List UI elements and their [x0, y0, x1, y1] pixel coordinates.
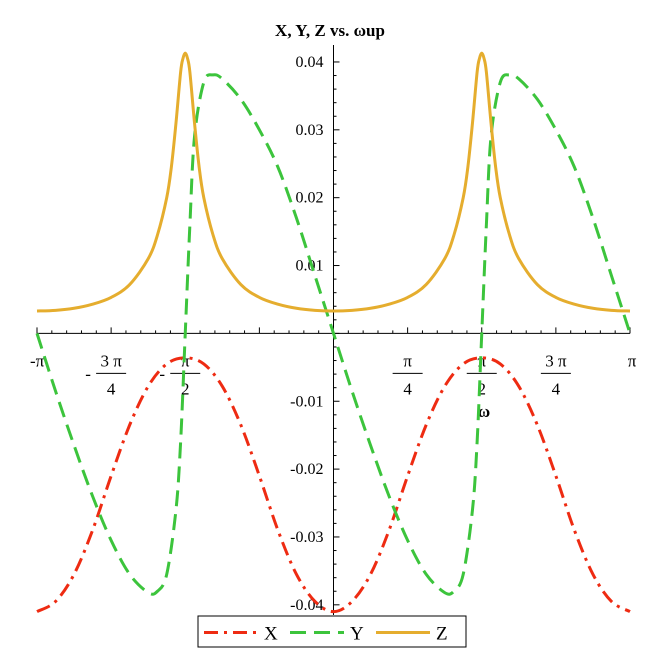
series-z-line — [36, 51, 631, 313]
y-tick-label: 0.03 — [296, 122, 324, 139]
x-tick-sign: - — [85, 364, 91, 383]
legend-label-z: Z — [436, 624, 448, 645]
x-tick-label: 3 π 4- — [85, 351, 127, 398]
x-tick-label: π4 — [392, 351, 423, 398]
series-y-line — [35, 73, 632, 596]
y-tick-label: 0.01 — [296, 258, 324, 275]
series-x-line — [36, 356, 631, 614]
y-tick-label: 0.04 — [296, 54, 324, 71]
legend-label-x: X — [264, 624, 278, 645]
x-tick-denominator: 4 — [403, 379, 412, 398]
x-tick-numerator: 3 π — [545, 351, 567, 370]
chart-title: X, Y, Z vs. ωup — [275, 21, 385, 40]
x-tick-value: π — [628, 351, 637, 370]
x-tick-label: 3 π4 — [540, 351, 571, 398]
legend-label-y: Y — [350, 624, 364, 645]
x-tick-denominator: 4 — [552, 379, 561, 398]
series-layer — [35, 51, 632, 614]
x-axis-label: ω — [478, 402, 490, 421]
x-tick-label: -π — [30, 351, 45, 370]
x-tick-numerator: π — [403, 351, 412, 370]
y-ticks: 0.04 0.03 0.02 0.01 -0.01 -0.02 -0.03 -0.04 — [290, 54, 323, 614]
legend: X Y Z — [197, 615, 467, 648]
x-tick-value: -π — [30, 351, 45, 370]
x-tick-sign: - — [159, 364, 165, 383]
x-tick-numerator: 3 π — [100, 351, 122, 370]
x-tick-denominator: 2 — [181, 379, 190, 398]
y-tick-label: 0.02 — [296, 190, 324, 207]
x-tick-denominator: 4 — [107, 379, 116, 398]
x-tick-label: π — [628, 351, 637, 370]
y-tick-label: -0.02 — [290, 461, 323, 478]
y-tick-label: -0.01 — [290, 393, 323, 410]
y-tick-label: -0.04 — [290, 597, 323, 614]
y-tick-label: -0.03 — [290, 529, 323, 546]
x-tick-denominator: 2 — [478, 379, 487, 398]
